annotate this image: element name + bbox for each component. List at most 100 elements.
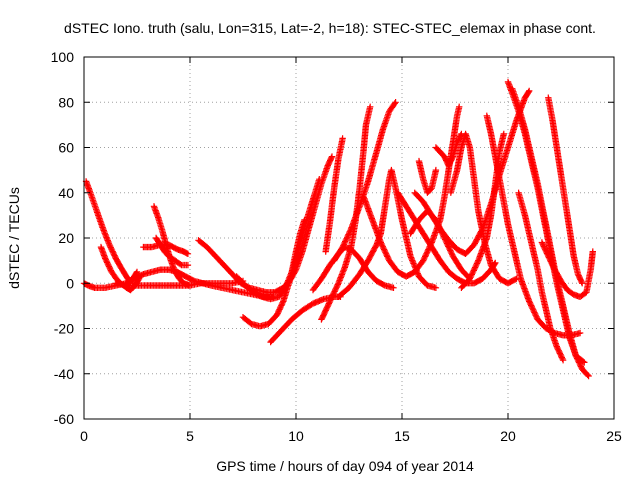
data-point [104, 237, 111, 244]
data-point [575, 359, 583, 366]
data-point [527, 300, 534, 308]
data-point [532, 312, 539, 319]
data-point [346, 228, 353, 235]
y-tick-label: 80 [58, 94, 74, 110]
data-point [186, 282, 194, 289]
series-11 [239, 176, 323, 330]
data-point [466, 275, 473, 282]
data-point [328, 153, 336, 160]
x-tick-label: 20 [500, 428, 516, 444]
data-point [342, 238, 349, 245]
series-31 [515, 189, 567, 364]
series-9 [195, 153, 336, 296]
data-point [377, 239, 384, 246]
y-tick-label: 0 [66, 275, 74, 291]
data-point [529, 306, 537, 313]
data-point [530, 307, 537, 315]
data-point [510, 90, 517, 97]
data-point [531, 309, 538, 316]
data-point [492, 259, 499, 267]
data-point [473, 260, 481, 267]
series-30 [538, 239, 596, 300]
data-point [392, 99, 399, 106]
axis-ticks: 0 5 10 15 20 25 -60 -40 -20 0 20 40 60 80 100 [51, 49, 622, 444]
data-point [93, 207, 100, 215]
data-point [559, 357, 567, 364]
series-23 [415, 157, 440, 196]
data-point [339, 135, 346, 142]
data-point [423, 249, 431, 256]
x-tick-label: 0 [80, 428, 88, 444]
data-point [85, 183, 92, 191]
data-point [321, 169, 329, 177]
chart-title: dSTEC Iono. truth (salu, Lon=315, Lat=-2… [64, 20, 596, 36]
y-axis-label: dSTEC / TECUs [6, 187, 22, 289]
data-point [432, 284, 440, 291]
data-point [456, 103, 463, 110]
data-point [177, 261, 184, 268]
data-point [526, 87, 533, 95]
data-point [339, 243, 346, 251]
data-point [342, 236, 350, 244]
x-tick-label: 15 [394, 428, 410, 444]
y-tick-label: 100 [51, 49, 75, 65]
data-point [544, 251, 551, 258]
series-1 [82, 178, 134, 287]
y-tick-label: -60 [54, 411, 74, 427]
x-axis-label: GPS time / hours of day 094 of year 2014 [216, 458, 474, 474]
data-point [381, 247, 388, 255]
data-point [471, 265, 478, 273]
data-point [391, 100, 398, 107]
x-tick-label: 25 [606, 428, 622, 444]
data-point [422, 251, 429, 259]
data-point [528, 303, 535, 311]
data-marks [80, 78, 596, 380]
series-29 [545, 94, 586, 287]
data-point [384, 253, 391, 260]
data-point [519, 281, 526, 288]
data-point [500, 130, 507, 138]
series-16 [322, 135, 346, 255]
data-point [133, 268, 141, 276]
data-point [447, 248, 455, 256]
data-point [383, 115, 390, 122]
data-point [432, 166, 440, 174]
series-8 [152, 234, 192, 269]
data-point [88, 192, 95, 199]
data-point [472, 263, 479, 270]
data-point [525, 88, 532, 96]
data-point [378, 242, 386, 249]
data-point [97, 218, 104, 225]
y-tick-label: -40 [54, 366, 74, 382]
data-point [330, 289, 338, 296]
data-point [469, 270, 476, 277]
y-tick-label: 20 [58, 230, 74, 246]
data-point [578, 278, 585, 286]
y-tick-label: 60 [58, 140, 74, 156]
data-point [524, 295, 532, 302]
data-point [579, 280, 586, 287]
data-point [380, 244, 387, 252]
data-point [584, 371, 591, 379]
series-28 [509, 85, 592, 380]
data-point [572, 352, 579, 359]
data-point [101, 228, 108, 235]
data-point [275, 307, 282, 315]
series-25 [458, 130, 507, 291]
data-point [576, 329, 584, 337]
data-point [557, 351, 564, 358]
data-point [184, 261, 192, 269]
data-point [531, 310, 539, 318]
y-tick-label: -20 [54, 321, 74, 337]
data-point [469, 268, 477, 275]
data-point [344, 234, 351, 241]
data-point [345, 231, 352, 238]
data-point [279, 299, 286, 306]
data-point [111, 252, 118, 259]
data-point [585, 372, 592, 380]
y-tick-label: 40 [58, 185, 74, 201]
data-point [184, 250, 192, 257]
data-point [316, 176, 323, 183]
data-point [512, 276, 519, 283]
